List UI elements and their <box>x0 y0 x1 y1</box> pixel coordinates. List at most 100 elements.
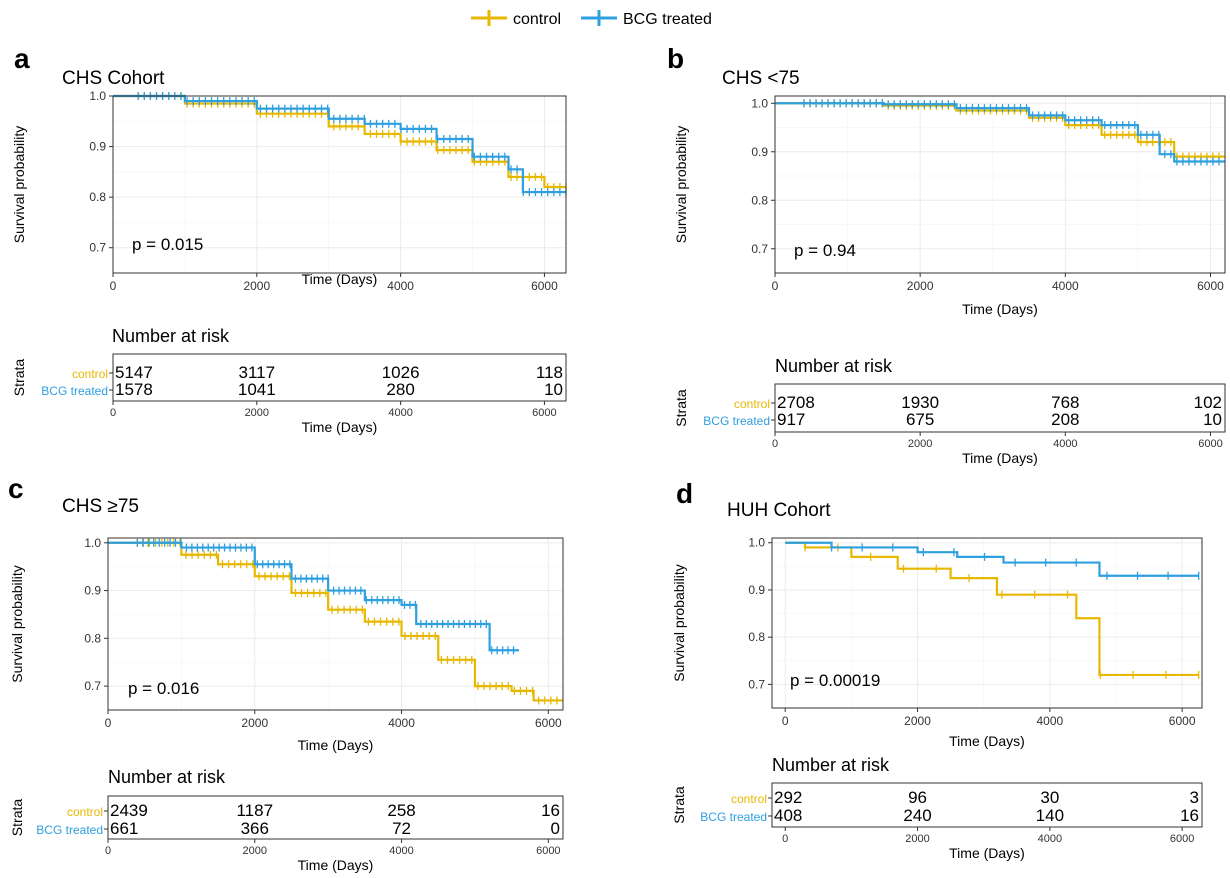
x-tick-label: 6000 <box>531 279 558 293</box>
risk-count: 675 <box>906 410 934 429</box>
risk-count: 1187 <box>236 801 273 820</box>
y-axis-label: Survival probability <box>671 564 687 682</box>
risk-count: 16 <box>1180 806 1199 825</box>
y-tick-label: 0.8 <box>84 631 101 645</box>
risk-count: 118 <box>536 363 563 382</box>
risk-count: 72 <box>392 819 411 838</box>
y-tick-label: 0.9 <box>89 140 106 154</box>
p-value: p = 0.00019 <box>790 671 880 690</box>
panel-letter-c: c <box>8 473 24 504</box>
risk-strata-label: Strata <box>671 786 687 824</box>
censor-marks-bcg-treated <box>830 543 1200 580</box>
x-axis-label: Time (Days) <box>302 271 378 287</box>
gridlines <box>774 96 1225 273</box>
y-tick-label: 1.0 <box>748 536 765 550</box>
legend-entry-control: control <box>471 10 561 28</box>
x-tick-label: 4000 <box>388 716 415 730</box>
x-tick-label: 6000 <box>535 716 562 730</box>
risk-count: 280 <box>386 380 414 399</box>
risk-count: 3117 <box>239 363 276 382</box>
risk-table: Number at risk control 2439 1187 258 16 BCG tr… <box>9 767 564 873</box>
risk-count: 140 <box>1036 806 1064 825</box>
panel-title-c: CHS ≥75 <box>62 496 139 517</box>
risk-count: 240 <box>903 806 931 825</box>
x-axis-label: Time (Days) <box>949 733 1025 749</box>
risk-x-tick-label: 2000 <box>245 407 269 419</box>
risk-table-title: Number at risk <box>775 356 893 376</box>
risk-x-tick-label: 0 <box>110 407 116 419</box>
risk-row-label-control: control <box>731 792 767 806</box>
risk-row-label-bcg-treated: BCG treated <box>36 823 103 837</box>
y-tick-label: 0.7 <box>751 242 768 256</box>
censor-marks-control <box>136 538 558 705</box>
risk-x-tick-label: 6000 <box>1170 833 1194 845</box>
risk-strata-label: Strata <box>11 359 27 397</box>
risk-row-label-bcg-treated: BCG treated <box>41 384 108 398</box>
x-tick-label: 0 <box>110 279 117 293</box>
risk-x-axis-label: Time (Days) <box>949 845 1025 861</box>
y-tick-label: 0.7 <box>89 241 106 255</box>
panel-title-a: CHS Cohort <box>62 68 165 89</box>
risk-count: 408 <box>774 806 802 825</box>
y-axis-label: Survival probability <box>673 126 689 244</box>
x-tick-label: 6000 <box>1169 714 1196 728</box>
panel-b: 0.7 0.8 0.9 1.0 0 2000 4000 6000 Time (Days) Surv… <box>673 95 1226 466</box>
x-tick-label: 6000 <box>1197 279 1224 293</box>
risk-x-tick-label: 4000 <box>388 407 412 419</box>
censor-marks-bcg-treated <box>803 99 1220 166</box>
y-axis-label: Survival probability <box>9 565 25 683</box>
survival-curve-control <box>113 94 566 189</box>
y-tick-label: 1.0 <box>89 89 106 103</box>
legend-label-control: control <box>513 11 561 28</box>
x-tick-label: 0 <box>105 716 112 730</box>
survival-curve-bcg-treated <box>775 102 1225 163</box>
risk-count: 661 <box>110 819 138 838</box>
risk-count: 768 <box>1051 393 1079 412</box>
risk-x-tick-label: 2000 <box>243 845 267 857</box>
risk-count: 102 <box>1194 393 1222 412</box>
plot-frame <box>771 537 1203 709</box>
censor-marks-bcg-treated <box>136 538 515 655</box>
x-tick-label: 2000 <box>907 279 934 293</box>
y-tick-label: 0.7 <box>748 677 765 691</box>
y-axis-label: Survival probability <box>11 126 27 244</box>
risk-row-label-control: control <box>72 367 108 381</box>
risk-count: 258 <box>387 801 415 820</box>
risk-x-tick-label: 6000 <box>1198 438 1222 450</box>
plot-frame <box>107 537 564 711</box>
risk-count: 0 <box>551 819 560 838</box>
p-value: p = 0.94 <box>794 241 856 260</box>
censor-marks-bcg-treated <box>137 92 567 197</box>
risk-table-title: Number at risk <box>112 326 230 346</box>
x-tick-label: 2000 <box>241 716 268 730</box>
x-tick-label: 4000 <box>387 279 414 293</box>
risk-x-tick-label: 4000 <box>389 845 413 857</box>
panel-letter-b: b <box>667 43 684 74</box>
x-tick-label: 4000 <box>1052 279 1079 293</box>
risk-x-tick-label: 6000 <box>536 845 560 857</box>
risk-table-frame <box>112 353 567 402</box>
y-tick-label: 1.0 <box>84 536 101 550</box>
y-tick-label: 0.9 <box>748 583 765 597</box>
legend-entry-bcg-treated: BCG treated <box>581 10 712 28</box>
risk-count: 2708 <box>777 393 815 412</box>
panel-letter-d: d <box>676 478 693 509</box>
x-axis-label: Time (Days) <box>298 737 374 753</box>
risk-table: Number at risk control 292 96 30 3 BCG treated… <box>671 755 1203 861</box>
risk-table-title: Number at risk <box>772 755 890 775</box>
risk-x-axis-label: Time (Days) <box>962 450 1038 466</box>
x-tick-label: 0 <box>772 279 779 293</box>
risk-row-label-control: control <box>67 805 103 819</box>
risk-count: 917 <box>777 410 805 429</box>
panel-letter-a: a <box>14 43 30 74</box>
panel-a: 0.7 0.8 0.9 1.0 0 2000 4000 6000 Time (Days) Surv… <box>11 89 567 435</box>
risk-table-frame <box>774 383 1226 433</box>
survival-curve-bcg-treated <box>108 541 519 652</box>
plot-frame <box>774 95 1226 274</box>
censor-marks-control <box>804 543 1200 679</box>
risk-x-tick-label: 2000 <box>908 438 932 450</box>
risk-x-tick-label: 0 <box>782 833 788 845</box>
risk-count: 3 <box>1190 788 1199 807</box>
risk-count: 208 <box>1051 410 1079 429</box>
plot-frame <box>112 95 567 274</box>
